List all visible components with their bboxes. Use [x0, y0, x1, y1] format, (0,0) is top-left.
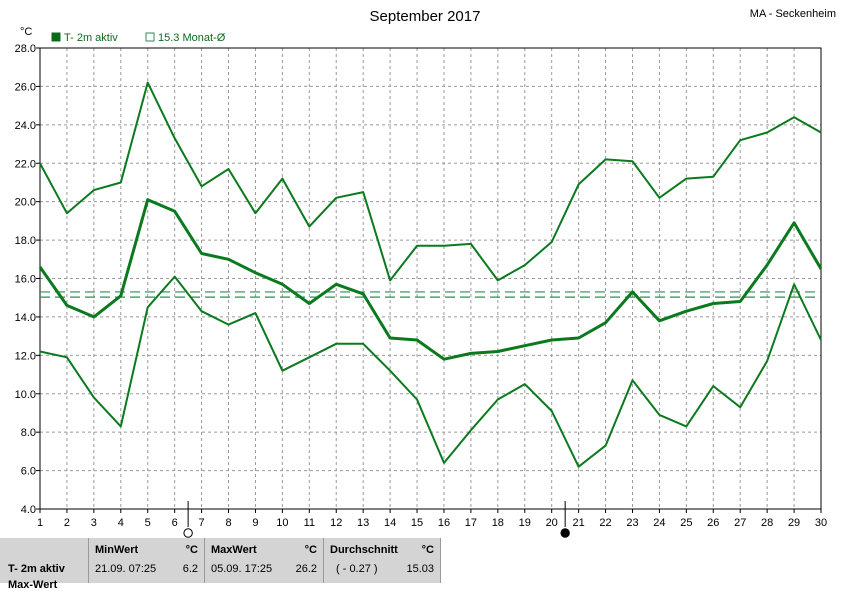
stats-min-date: 21.09. 07:25: [95, 563, 157, 575]
legend-avg-label: 15.3 Monat-Ø: [158, 32, 226, 44]
legend-series-label: T- 2m aktiv: [64, 32, 118, 44]
x-tick-label: 10: [276, 517, 288, 529]
stats-row-labels: T- 2m aktiv Max-Wert: [0, 538, 89, 591]
grid: [40, 48, 821, 509]
y-tick-label: 6.0: [21, 466, 36, 478]
y-tick-label: 12.0: [15, 350, 36, 362]
legend-series-swatch: [51, 32, 61, 42]
x-tick-label: 18: [492, 517, 504, 529]
stats-min-unit: °C: [185, 544, 198, 556]
y-tick-label: 14.0: [15, 312, 36, 324]
axes: [36, 47, 822, 513]
plot-frame: [39, 47, 822, 510]
y-tick-label: 18.0: [15, 235, 36, 247]
y-tick-label: 22.0: [15, 158, 36, 170]
stats-min-value: 6.2: [182, 563, 198, 575]
stats-avg-value: 15.03: [406, 563, 434, 575]
chart-title: September 2017: [370, 8, 481, 25]
stats-max-value: 26.2: [295, 563, 317, 575]
series: [38, 81, 823, 468]
stats-max-unit: °C: [304, 544, 317, 556]
y-tick-label: 24.0: [15, 120, 36, 132]
y-tick-label: 4.0: [21, 504, 36, 516]
stats-row-label: Max-Wert: [8, 579, 58, 591]
x-tick-label: 28: [761, 517, 773, 529]
series-line-mean: [38, 198, 823, 361]
stats-max-label: MaxWert: [211, 544, 257, 556]
x-tick-label: 30: [815, 517, 827, 529]
legend-avg-swatch: [145, 32, 155, 42]
full-moon-icon: [560, 528, 570, 538]
x-ticks: 1 2 3 4 5 6 7 8 9 10 11 12 13 14 15 16 17 18 19 20 21 22 23 24 2…: [37, 517, 827, 529]
y-tick-label: 20.0: [15, 197, 36, 209]
series-line-max: [39, 81, 822, 282]
x-tick-label: 4: [118, 517, 124, 529]
reference-lines: [40, 291, 821, 298]
x-tick-label: 2: [64, 517, 70, 529]
stats-panel: T- 2m aktiv Max-Wert MinWert °C 21.09. 0…: [0, 538, 845, 591]
y-tick-label: 16.0: [15, 274, 36, 286]
x-tick-label: 16: [438, 517, 450, 529]
stats-row-label: T- 2m aktiv: [8, 563, 65, 575]
x-tick-label: 25: [680, 517, 692, 529]
station-name: MA - Seckenheim: [750, 8, 836, 20]
y-axis-unit: °C: [20, 26, 32, 38]
y-tick-label: 8.0: [21, 427, 36, 439]
stats-avg-label: Durchschnitt: [330, 544, 398, 556]
x-tick-label: 17: [465, 517, 477, 529]
x-tick-label: 21: [572, 517, 584, 529]
x-tick-label: 3: [91, 517, 97, 529]
x-tick-label: 26: [707, 517, 719, 529]
x-tick-label: 5: [145, 517, 151, 529]
x-tick-label: 14: [384, 517, 396, 529]
y-tick-label: 26.0: [15, 81, 36, 93]
x-tick-label: 8: [225, 517, 231, 529]
y-ticks: 4.0 6.0 8.0 10.0 12.0 14.0 16.0 18.0 20.0 22.0 24.…: [15, 43, 36, 516]
x-tick-label: 24: [653, 517, 665, 529]
x-tick-label: 6: [172, 517, 178, 529]
series-line-min: [39, 275, 822, 468]
x-tick-label: 1: [37, 517, 43, 529]
x-tick-label: 7: [199, 517, 205, 529]
x-tick-label: 29: [788, 517, 800, 529]
stats-avg-unit: °C: [421, 544, 434, 556]
stats-max-date: 05.09. 17:25: [211, 563, 273, 575]
y-tick-label: 10.0: [15, 389, 36, 401]
stats-avg-cell: Durchschnitt °C ( - 0.27 ) 15.03: [324, 538, 441, 583]
x-tick-label: 11: [304, 517, 315, 529]
stats-max-cell: MaxWert °C 05.09. 17:25 26.2: [205, 538, 324, 583]
x-tick-label: 12: [330, 517, 342, 529]
x-tick-label: 13: [357, 517, 369, 529]
x-tick-label: 9: [252, 517, 258, 529]
moon-phases: [183, 501, 570, 538]
new-moon-icon: [183, 528, 193, 538]
stats-avg-note: ( - 0.27 ): [336, 563, 378, 575]
x-tick-label: 27: [734, 517, 746, 529]
x-tick-label: 23: [626, 517, 638, 529]
x-tick-label: 20: [546, 517, 558, 529]
x-tick-label: 22: [599, 517, 611, 529]
x-tick-label: 15: [411, 517, 423, 529]
x-tick-label: 19: [519, 517, 531, 529]
stats-min-cell: MinWert °C 21.09. 07:25 6.2: [89, 538, 205, 583]
y-tick-label: 28.0: [15, 43, 36, 55]
stats-min-label: MinWert: [95, 544, 139, 556]
